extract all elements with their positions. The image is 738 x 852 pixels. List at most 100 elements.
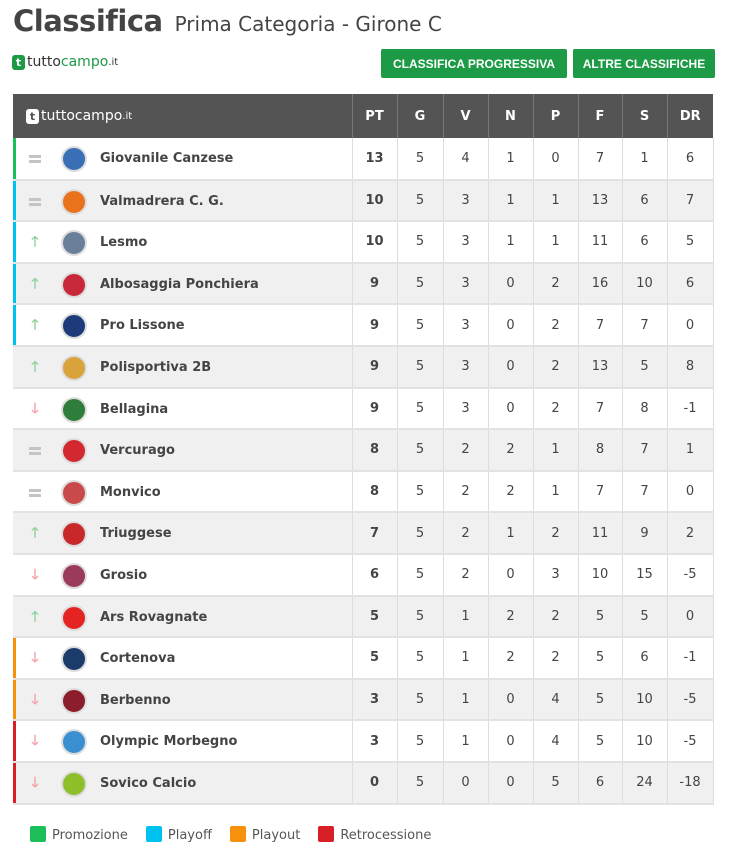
table-row[interactable]: 🡑 Ars Rovagnate 5 5 1 2 2 5 5 0 — [13, 595, 714, 639]
team-crest-icon — [61, 729, 87, 756]
legend-label: Playout — [251, 828, 301, 843]
stat-p: 1 — [533, 221, 579, 264]
page-subtitle: Prima Categoria - Girone C — [174, 12, 442, 36]
table-row[interactable]: Monvico 8 5 2 2 1 7 7 0 — [13, 470, 714, 514]
stat-pt: 13 — [352, 138, 398, 181]
column-header-s[interactable]: S — [622, 94, 668, 138]
table-row[interactable]: 🡑 Lesmo 10 5 3 1 1 11 6 5 — [13, 221, 714, 264]
team-name[interactable]: Pro Lissone — [100, 318, 185, 334]
stat-n: 0 — [488, 387, 534, 431]
column-header-pt[interactable]: PT — [352, 94, 398, 138]
stat-dr: -1 — [667, 387, 714, 431]
stat-v: 3 — [443, 221, 489, 264]
team-crest-icon — [61, 770, 87, 797]
stat-v: 4 — [443, 138, 489, 181]
table-row[interactable]: 🡓 Olympic Morbegno 3 5 1 0 4 5 10 -5 — [13, 720, 714, 763]
table-row[interactable]: 🡓 Sovico Calcio 0 5 0 0 5 6 24 -18 — [13, 761, 714, 805]
column-header-g[interactable]: G — [397, 94, 444, 138]
team-cell: 🡓 Bellagina — [13, 387, 353, 431]
team-name[interactable]: Berbenno — [100, 692, 171, 708]
column-header-dr[interactable]: DR — [667, 94, 713, 138]
stat-s: 7 — [622, 429, 668, 472]
team-name[interactable]: Monvico — [100, 484, 161, 500]
table-row[interactable]: Valmadrera C. G. 10 5 3 1 1 13 6 7 — [13, 179, 714, 223]
column-header-v[interactable]: V — [443, 94, 489, 138]
stat-pt: 8 — [352, 429, 398, 472]
column-header-n[interactable]: N — [488, 94, 534, 138]
team-name[interactable]: Giovanile Canzese — [100, 151, 234, 166]
stat-f: 5 — [578, 678, 623, 722]
team-cell: Vercurago — [13, 429, 353, 472]
team-name[interactable]: Lesmo — [100, 235, 148, 251]
team-name[interactable]: Vercurago — [100, 443, 175, 459]
stat-p: 5 — [533, 761, 579, 805]
table-row[interactable]: 🡑 Pro Lissone 9 5 3 0 2 7 7 0 — [13, 304, 714, 347]
stat-g: 5 — [397, 345, 444, 389]
team-name[interactable]: Olympic Morbegno — [100, 734, 238, 750]
stat-dr: 0 — [667, 595, 714, 639]
stat-dr: -5 — [667, 678, 714, 722]
stat-p: 1 — [533, 429, 579, 472]
table-row[interactable]: 🡓 Bellagina 9 5 3 0 2 7 8 -1 — [13, 387, 714, 431]
table-row[interactable]: 🡑 Polisportiva 2B 9 5 3 0 2 13 5 8 — [13, 345, 714, 389]
stat-v: 3 — [443, 304, 489, 347]
stat-s: 5 — [622, 345, 668, 389]
stat-n: 0 — [488, 553, 534, 597]
table-row[interactable]: Vercurago 8 5 2 2 1 8 7 1 — [13, 429, 714, 472]
trend-up-icon: 🡑 — [31, 608, 39, 625]
team-name[interactable]: Grosio — [100, 567, 148, 583]
stat-n: 1 — [488, 512, 534, 555]
team-cell: 🡓 Grosio — [13, 553, 353, 597]
column-header-f[interactable]: F — [578, 94, 623, 138]
stat-f: 8 — [578, 429, 623, 472]
team-name[interactable]: Albosaggia Ponchiera — [100, 276, 259, 292]
table-row[interactable]: 🡓 Berbenno 3 5 1 0 4 5 10 -5 — [13, 678, 714, 722]
stat-pt: 7 — [352, 512, 398, 555]
stat-p: 2 — [533, 637, 579, 680]
column-header-p[interactable]: P — [533, 94, 579, 138]
team-crest-icon — [61, 646, 87, 673]
stat-dr: 8 — [667, 345, 714, 389]
trend-up-icon: 🡑 — [31, 234, 39, 251]
team-name[interactable]: Triuggese — [100, 526, 172, 542]
stat-s: 8 — [622, 387, 668, 431]
altre-classifiche-button[interactable]: ALTRE CLASSIFICHE — [573, 49, 715, 78]
stat-s: 7 — [622, 470, 668, 514]
team-cell: 🡓 Cortenova — [13, 637, 353, 680]
team-crest-icon — [61, 313, 87, 340]
trend-up-icon: 🡑 — [31, 525, 39, 542]
stat-f: 6 — [578, 761, 623, 805]
trend-down-icon: 🡓 — [31, 733, 39, 750]
stat-g: 5 — [397, 179, 444, 223]
team-name[interactable]: Ars Rovagnate — [100, 609, 208, 625]
stat-p: 2 — [533, 262, 579, 306]
classifica-progressiva-button[interactable]: CLASSIFICA PROGRESSIVA — [381, 49, 567, 78]
team-name[interactable]: Cortenova — [100, 651, 176, 667]
stat-g: 5 — [397, 387, 444, 431]
zone-indicator — [13, 180, 16, 221]
trend-same-icon — [29, 443, 41, 457]
table-row[interactable]: Giovanile Canzese 13 5 4 1 0 7 1 6 — [13, 138, 714, 181]
stat-dr: 5 — [667, 221, 714, 264]
team-name[interactable]: Valmadrera C. G. — [100, 193, 224, 209]
stat-g: 5 — [397, 595, 444, 639]
table-row[interactable]: 🡑 Albosaggia Ponchiera 9 5 3 0 2 16 10 6 — [13, 262, 714, 306]
logo-icon: t — [12, 54, 25, 70]
stat-dr: 1 — [667, 429, 714, 472]
stat-f: 13 — [578, 179, 623, 223]
table-row[interactable]: 🡓 Cortenova 5 5 1 2 2 5 6 -1 — [13, 637, 714, 680]
stat-p: 3 — [533, 553, 579, 597]
legend-label: Retrocessione — [340, 828, 432, 843]
table-row[interactable]: 🡓 Grosio 6 5 2 0 3 10 15 -5 — [13, 553, 714, 597]
legend-item-promozione: Promozione — [30, 826, 128, 843]
team-cell: Valmadrera C. G. — [13, 179, 353, 223]
team-name[interactable]: Bellagina — [100, 401, 169, 417]
stat-g: 5 — [397, 262, 444, 306]
stat-dr: -18 — [667, 761, 714, 805]
table-row[interactable]: 🡑 Triuggese 7 5 2 1 2 11 9 2 — [13, 512, 714, 555]
stat-v: 2 — [443, 429, 489, 472]
team-name[interactable]: Polisportiva 2B — [100, 359, 212, 375]
tuttocampo-logo[interactable]: t tutto campo .it — [12, 54, 118, 70]
team-name[interactable]: Sovico Calcio — [100, 775, 197, 791]
stat-f: 13 — [578, 345, 623, 389]
